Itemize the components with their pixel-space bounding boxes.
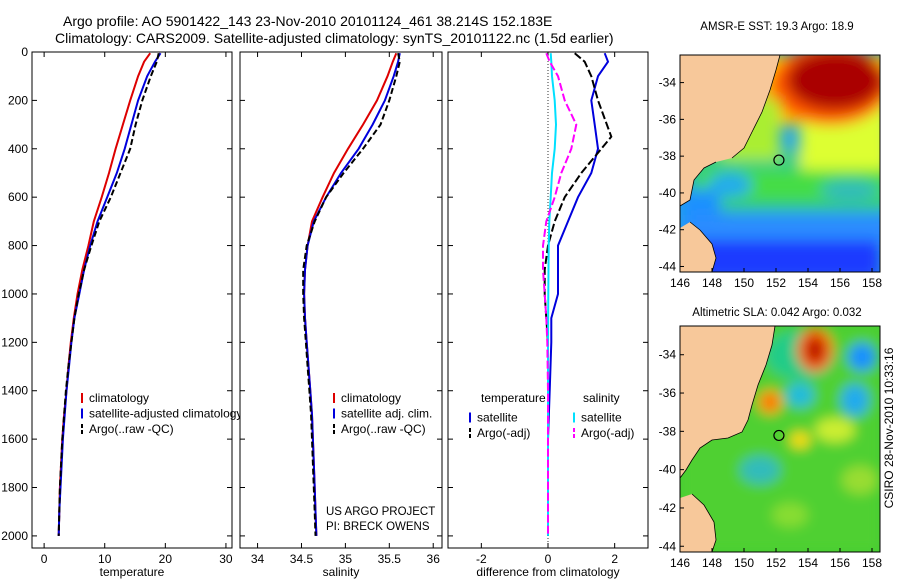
project-credit: US ARGO PROJECT — [326, 506, 435, 518]
series-line-2 — [302, 53, 401, 536]
x-tick-label: 10 — [98, 552, 112, 566]
sst-map-axes: 146 148 150 152 154 156 158 -34 -36 -38 -40 -42 -44 — [659, 76, 883, 290]
map-x-tick-label: 150 — [734, 276, 754, 290]
x-axis-label: salinity — [323, 565, 360, 579]
sla-map-title: Altimetric SLA: 0.042 Argo: 0.032 — [692, 307, 861, 319]
map-x-tick-label: 146 — [670, 276, 690, 290]
map-y-tick-label: -34 — [659, 348, 677, 362]
figure-title-line-1: Argo profile: AO 5901422_143 23-Nov-2010… — [63, 13, 552, 29]
y-tick-label: 1000 — [1, 287, 28, 301]
x-tick-label: 34 — [251, 552, 265, 566]
sla-map-axes: 146 148 150 152 154 156 158 -34 -36 -38 -40 -42 -44 — [659, 348, 883, 570]
sla-map — [679, 325, 881, 553]
sst-map — [679, 54, 881, 273]
map-x-tick-label: 152 — [766, 276, 786, 290]
series-line-1 — [57, 52, 162, 536]
map-x-tick-label: 148 — [702, 556, 722, 570]
map-y-tick-label: -36 — [659, 386, 677, 400]
legend-label: climatology — [89, 391, 149, 405]
legend-label: satellite — [581, 411, 622, 425]
x-tick-label: 35 — [339, 552, 353, 566]
series-line-0 — [547, 52, 610, 536]
legend-label: Argo(-adj) — [581, 426, 634, 440]
x-tick-label: 0 — [545, 552, 552, 566]
legend-label: satellite adj. clim. — [341, 407, 432, 421]
map-y-tick-label: -42 — [659, 501, 677, 515]
temperature-profile-panel: 0 10 20 30 0 200 400 600 800 1000 1200 1400 1600 1800… — [1, 45, 242, 579]
y-tick-label: 1200 — [1, 335, 28, 349]
map-x-tick-label: 156 — [830, 276, 850, 290]
legend-label: Argo(..raw -QC) — [89, 422, 174, 436]
legend-label: satellite-adjusted climatology — [89, 407, 242, 421]
figure-title-line-2: Climatology: CARS2009. Satellite-adjuste… — [55, 30, 613, 46]
x-tick-label: -2 — [476, 552, 487, 566]
map-x-tick-label: 154 — [798, 556, 818, 570]
y-tick-label: 600 — [8, 190, 28, 204]
y-tick-label: 1600 — [1, 432, 28, 446]
x-tick-label: 34.5 — [290, 552, 314, 566]
legend-label: satellite — [477, 411, 518, 425]
map-x-tick-label: 152 — [766, 556, 786, 570]
legend-label: Argo(-adj) — [477, 426, 530, 440]
series-line-2 — [547, 53, 558, 536]
argo-float-marker — [773, 429, 785, 442]
y-tick-label: 1800 — [1, 481, 28, 495]
y-tick-label: 800 — [8, 239, 28, 253]
sst-map-title: AMSR-E SST: 19.3 Argo: 18.9 — [700, 21, 853, 33]
legend-group-header: temperature — [481, 391, 546, 405]
timestamp-label: CSIRO 28-Nov-2010 10:33:16 — [882, 347, 896, 508]
y-tick-label: 0 — [21, 45, 28, 59]
map-y-tick-label: -34 — [659, 76, 677, 90]
map-x-tick-label: 154 — [798, 276, 818, 290]
x-tick-label: 2 — [611, 552, 618, 566]
pi-credit: PI: BRECK OWENS — [326, 521, 430, 533]
series-line-3 — [542, 52, 578, 536]
x-tick-label: 35.5 — [378, 552, 402, 566]
map-x-tick-label: 158 — [862, 556, 882, 570]
map-x-tick-label: 156 — [830, 556, 850, 570]
map-x-tick-label: 158 — [862, 276, 882, 290]
map-y-tick-label: -42 — [659, 223, 677, 237]
map-x-tick-label: 146 — [670, 556, 690, 570]
y-tick-label: 400 — [8, 142, 28, 156]
map-y-tick-label: -38 — [659, 424, 677, 438]
y-tick-label: 2000 — [1, 529, 28, 543]
series-line-1 — [543, 52, 613, 536]
x-tick-label: 30 — [219, 552, 233, 566]
x-tick-label: 36 — [427, 552, 441, 566]
map-y-tick-label: -40 — [659, 186, 677, 200]
map-x-tick-label: 150 — [734, 556, 754, 570]
x-tick-label: 20 — [159, 552, 173, 566]
map-x-tick-label: 148 — [702, 276, 722, 290]
map-y-tick-label: -44 — [659, 259, 677, 273]
legend-group-header: salinity — [583, 391, 620, 405]
y-tick-label: 1400 — [1, 384, 28, 398]
legend-label: climatology — [341, 391, 401, 405]
map-y-tick-label: -38 — [659, 149, 677, 163]
map-y-tick-label: -36 — [659, 112, 677, 126]
map-y-tick-label: -44 — [659, 539, 677, 553]
x-axis-label: difference from climatology — [476, 565, 619, 579]
x-tick-label: 0 — [41, 552, 48, 566]
plot-frame — [31, 51, 233, 549]
y-tick-label: 200 — [8, 93, 28, 107]
legend-label: Argo(..raw -QC) — [341, 422, 426, 436]
plot-frame — [239, 51, 443, 549]
map-y-tick-label: -40 — [659, 463, 677, 477]
x-axis-label: temperature — [100, 565, 165, 579]
salinity-profile-panel: 34 34.5 35 35.5 36 salinity climatology satelli… — [239, 51, 443, 579]
argo-float-marker — [773, 154, 785, 166]
